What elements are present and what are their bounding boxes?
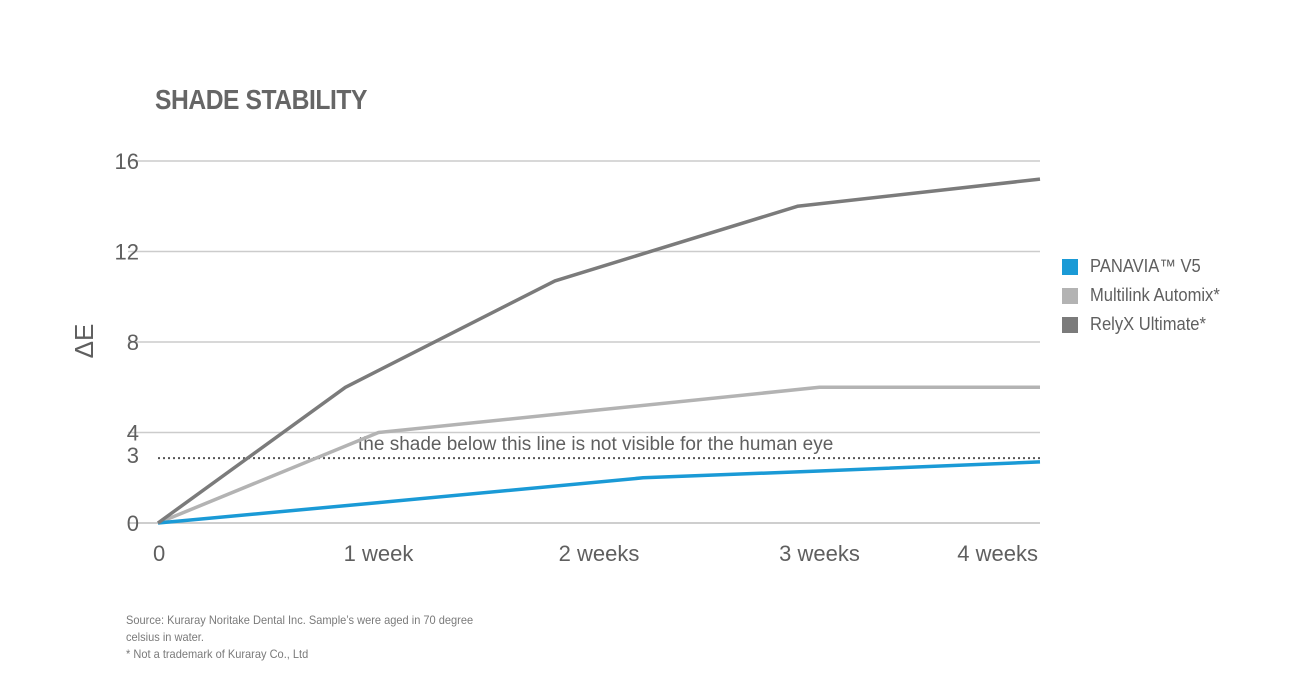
- x-tick-label-3: 3 weeks: [779, 541, 860, 566]
- axis-layer: 0 34 8 12 16 0 1 week 2 weeks 3 weeks 4 weeks: [115, 149, 1038, 566]
- legend-label-relyx: RelyX Ultimate*: [1090, 314, 1206, 334]
- legend-swatch-multilink: [1062, 287, 1078, 304]
- footnote-source-line: Source: Kuraray Noritake Dental Inc. Sam…: [126, 613, 474, 627]
- threshold-layer: the shade below this line is not visible…: [158, 434, 1040, 460]
- footnote-trademark-note: * Not a trademark of Kuraray Co., Ltd: [126, 647, 309, 661]
- legend-item-panavia: PANAVIA™ V5: [1062, 252, 1231, 281]
- y-tick-label-16: 16: [115, 149, 139, 174]
- x-tick-label-4: 4 weeks: [957, 541, 1038, 566]
- series-line-multilink: [157, 385, 1040, 525]
- series-line-relyx: [156, 177, 1041, 525]
- chart-title: SHADE STABILITY: [155, 84, 367, 115]
- legend-swatch-relyx: [1062, 316, 1078, 333]
- y-tick-label-12: 12: [115, 240, 139, 265]
- legend-item-relyx: RelyX Ultimate*: [1062, 310, 1231, 339]
- series-layer: [156, 177, 1041, 525]
- x-tick-label-1: 1 week: [344, 541, 415, 566]
- legend-swatch-panavia: [1062, 258, 1078, 275]
- series-line-panavia: [157, 460, 1041, 525]
- legend: PANAVIA™ V5 Multilink Automix* RelyX Ult…: [1062, 252, 1231, 339]
- y-tick-label-8: 8: [127, 330, 139, 355]
- y-tick-label-3: 3: [127, 443, 139, 468]
- y-tick-label-4: 4: [127, 421, 139, 446]
- x-tick-label-0: 0: [153, 541, 165, 566]
- x-tick-label-2: 2 weeks: [559, 541, 640, 566]
- legend-label-multilink: Multilink Automix*: [1090, 285, 1220, 305]
- y-axis-label: ΔE: [69, 324, 99, 359]
- y-tick-label-0: 0: [127, 511, 139, 536]
- legend-item-multilink: Multilink Automix*: [1062, 281, 1231, 310]
- footnote: Source: Kuraray Noritake Dental Inc. Sam…: [126, 612, 516, 663]
- threshold-label: the shade below this line is not visible…: [358, 434, 833, 455]
- footnote-source-line-2: celsius in water.: [126, 630, 204, 644]
- legend-label-panavia: PANAVIA™ V5: [1090, 256, 1201, 276]
